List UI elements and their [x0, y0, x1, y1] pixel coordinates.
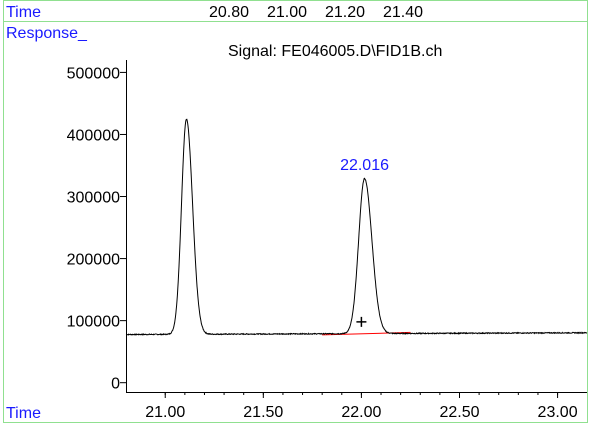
- top-tick-label: 20.80: [209, 4, 249, 21]
- signal-title: Signal: FE046005.D\FID1B.ch: [228, 43, 442, 60]
- y-axis-ticks: 0 100000 200000 300000 400000 500000: [67, 65, 126, 393]
- chart-frame: [3, 0, 588, 423]
- x-tick-label: 22.00: [341, 404, 381, 421]
- top-time-ticks: 20.80 21.00 21.20 21.40: [209, 4, 423, 21]
- top-tick-label: 21.00: [267, 4, 307, 21]
- x-tick-label: 21.00: [145, 404, 185, 421]
- response-label: Response_: [6, 25, 88, 42]
- peak-label-22016: 22.016: [340, 157, 389, 174]
- bottom-time-label: Time: [6, 405, 41, 422]
- top-tick-label: 21.40: [383, 4, 423, 21]
- y-tick-label: 300000: [67, 190, 120, 207]
- y-tick-label: 100000: [67, 314, 120, 331]
- x-axis-ticks: 21.00 21.50 22.00 22.50 23.00: [145, 392, 578, 421]
- x-tick-label: 22.50: [439, 404, 479, 421]
- x-tick-label: 21.50: [243, 404, 283, 421]
- x-tick-label: 23.00: [538, 404, 578, 421]
- y-tick-label: 200000: [67, 252, 120, 269]
- top-time-label: Time: [6, 4, 41, 21]
- top-tick-label: 21.20: [325, 4, 365, 21]
- integration-marker: [356, 316, 367, 327]
- y-tick-label: 500000: [67, 65, 120, 82]
- y-tick-label: 0: [111, 376, 120, 393]
- y-tick-label: 400000: [67, 127, 120, 144]
- signal-trace: [125, 118, 588, 336]
